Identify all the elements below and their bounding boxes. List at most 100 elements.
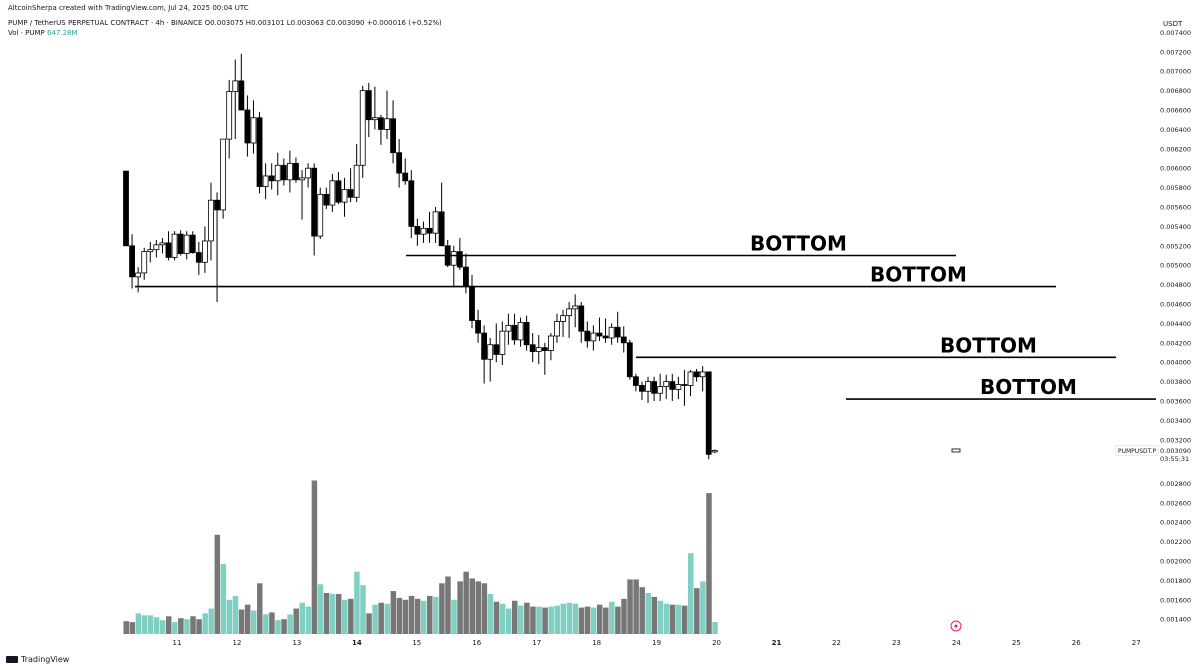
candle-up[interactable] <box>505 324 512 332</box>
candle-up[interactable] <box>232 80 239 92</box>
candle-up[interactable] <box>183 234 190 254</box>
candle-down[interactable] <box>323 193 330 206</box>
candle-down[interactable] <box>280 164 287 181</box>
candle-up[interactable] <box>420 227 427 235</box>
candle-up[interactable] <box>608 326 615 339</box>
candle-down[interactable] <box>456 251 463 268</box>
candle-up[interactable] <box>675 384 682 390</box>
candle-down[interactable] <box>541 347 548 351</box>
candle-down[interactable] <box>463 266 469 287</box>
candle-down[interactable] <box>402 172 409 182</box>
candle-up[interactable] <box>590 332 597 342</box>
candle-up[interactable] <box>208 199 214 242</box>
candle-up[interactable] <box>572 305 579 310</box>
candle-up[interactable] <box>305 167 312 179</box>
candle-down[interactable] <box>523 322 530 346</box>
tradingview-brand[interactable]: TradingView <box>6 655 69 664</box>
candle-down[interactable] <box>475 320 481 334</box>
candle-up[interactable] <box>560 315 566 322</box>
candle-up[interactable] <box>450 251 457 266</box>
candle-down[interactable] <box>705 371 712 455</box>
candle-up[interactable] <box>299 177 305 181</box>
candle-up[interactable] <box>262 175 269 188</box>
candle-up[interactable] <box>220 138 227 211</box>
candle-down[interactable] <box>669 381 676 390</box>
candle-down[interactable] <box>529 344 536 352</box>
candle-down[interactable] <box>602 335 609 339</box>
candle-down[interactable] <box>195 252 202 263</box>
candle-up[interactable] <box>226 91 233 140</box>
candle-down[interactable] <box>268 175 275 182</box>
candle-up[interactable] <box>135 272 142 278</box>
candle-down[interactable] <box>493 344 500 355</box>
candle-up[interactable] <box>699 371 706 378</box>
candle-up[interactable] <box>317 193 324 237</box>
candle-up[interactable] <box>202 240 208 263</box>
candle-up[interactable] <box>141 251 148 274</box>
candle-down[interactable] <box>632 376 639 386</box>
candle-down[interactable] <box>469 286 475 321</box>
candle-down[interactable] <box>256 117 263 188</box>
candle-down[interactable] <box>293 162 299 181</box>
candle-up[interactable] <box>663 381 670 387</box>
candle-down[interactable] <box>614 326 621 338</box>
candle-up[interactable] <box>329 180 336 206</box>
candle-down[interactable] <box>693 371 700 378</box>
candle-down[interactable] <box>396 152 403 174</box>
candle-up[interactable] <box>535 347 542 352</box>
candle-down[interactable] <box>365 90 372 121</box>
candle-up[interactable] <box>286 162 293 181</box>
candle-down[interactable] <box>620 336 627 344</box>
candle-down[interactable] <box>651 381 657 394</box>
candle-down[interactable] <box>311 167 318 237</box>
candle-up[interactable] <box>384 118 390 130</box>
candle-up[interactable] <box>432 211 439 234</box>
candle-down[interactable] <box>347 189 354 198</box>
candle-up[interactable] <box>517 322 524 341</box>
candle-up[interactable] <box>159 242 166 246</box>
candle-down[interactable] <box>238 80 245 111</box>
candle-down[interactable] <box>596 332 603 337</box>
candle-down[interactable] <box>189 234 196 253</box>
candle-down[interactable] <box>438 211 445 247</box>
candle-down[interactable] <box>578 305 585 332</box>
candle-up[interactable] <box>341 189 348 203</box>
candle-up[interactable] <box>499 330 506 355</box>
candle-down[interactable] <box>165 242 172 258</box>
symbol-name[interactable]: PUMP / TetherUS PERPETUAL CONTRACT · 4h … <box>8 19 203 27</box>
candle-down[interactable] <box>177 233 184 254</box>
candle-up[interactable] <box>687 371 694 386</box>
candle-up[interactable] <box>711 450 718 453</box>
candle-down[interactable] <box>626 342 633 378</box>
candle-down[interactable] <box>123 170 129 247</box>
candle-up[interactable] <box>153 244 160 251</box>
candle-up[interactable] <box>359 90 366 166</box>
candle-down[interactable] <box>511 324 518 341</box>
candle-up[interactable] <box>171 233 178 258</box>
candle-up[interactable] <box>566 308 573 317</box>
candle-up[interactable] <box>554 321 560 337</box>
candle-down[interactable] <box>214 199 220 211</box>
candle-down[interactable] <box>639 385 645 392</box>
candle-down[interactable] <box>335 180 342 203</box>
candle-up[interactable] <box>147 249 154 253</box>
candle-up[interactable] <box>645 381 651 392</box>
candle-down[interactable] <box>584 330 591 342</box>
candle-up[interactable] <box>548 335 554 351</box>
candle-down[interactable] <box>414 225 421 235</box>
candle-down[interactable] <box>244 109 251 144</box>
candle-up[interactable] <box>274 164 281 182</box>
candle-down[interactable] <box>481 332 488 360</box>
candle-up[interactable] <box>250 117 257 144</box>
candle-up[interactable] <box>353 164 360 198</box>
candle-down[interactable] <box>408 180 415 227</box>
candle-up[interactable] <box>487 344 494 360</box>
candle-down[interactable] <box>378 117 384 130</box>
candle-down[interactable] <box>129 245 135 278</box>
candle-down[interactable] <box>681 384 688 386</box>
candle-down[interactable] <box>426 227 433 234</box>
candle-up[interactable] <box>657 386 664 394</box>
lightning-icon[interactable] <box>950 620 962 632</box>
